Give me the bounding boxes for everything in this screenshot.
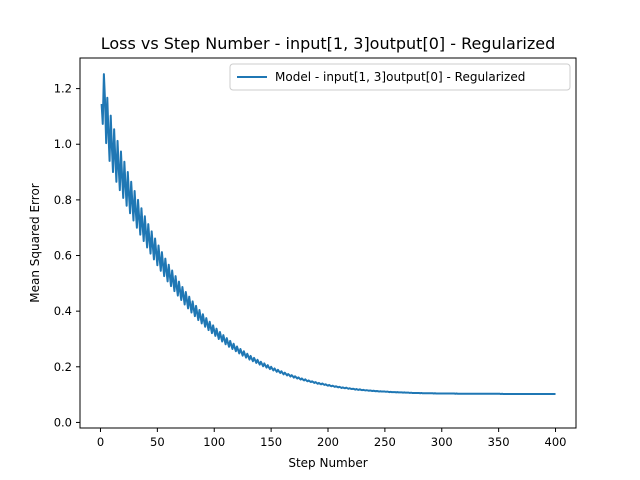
y-tick-label: 0.2 (54, 360, 72, 374)
x-axis-ticks: 0 50 100 150 200 250 300 350 400 (97, 428, 567, 449)
y-axis-ticks: 0.0 0.2 0.4 0.6 0.8 1.0 1.2 (54, 82, 80, 429)
y-tick-label: 0.4 (54, 304, 72, 318)
plot-area (100, 73, 556, 396)
y-tick-label: 1.0 (54, 137, 72, 151)
x-tick-label: 300 (431, 435, 453, 449)
series-layer (100, 73, 556, 396)
chart-title: Loss vs Step Number - input[1, 3]output[… (101, 34, 556, 53)
x-tick-label: 150 (260, 435, 282, 449)
x-tick-label: 350 (488, 435, 510, 449)
x-tick-label: 400 (545, 435, 567, 449)
legend: Model - input[1, 3]output[0] - Regulariz… (229, 63, 571, 91)
x-tick-label: 100 (203, 435, 225, 449)
legend-frame (229, 63, 571, 91)
y-axis-label: Mean Squared Error (28, 183, 42, 303)
x-tick-label: 250 (374, 435, 396, 449)
y-tick-label: 0.0 (54, 415, 72, 429)
x-tick-label: 50 (150, 435, 165, 449)
x-axis-label: Step Number (288, 456, 367, 470)
y-tick-label: 1.2 (54, 82, 72, 96)
series-line (100, 73, 556, 396)
y-tick-label: 0.6 (54, 249, 72, 263)
x-tick-label: 0 (97, 435, 104, 449)
legend-label: Model - input[1, 3]output[0] - Regulariz… (275, 70, 525, 84)
plot-frame (79, 57, 577, 429)
x-tick-label: 200 (317, 435, 339, 449)
y-tick-label: 0.8 (54, 193, 72, 207)
